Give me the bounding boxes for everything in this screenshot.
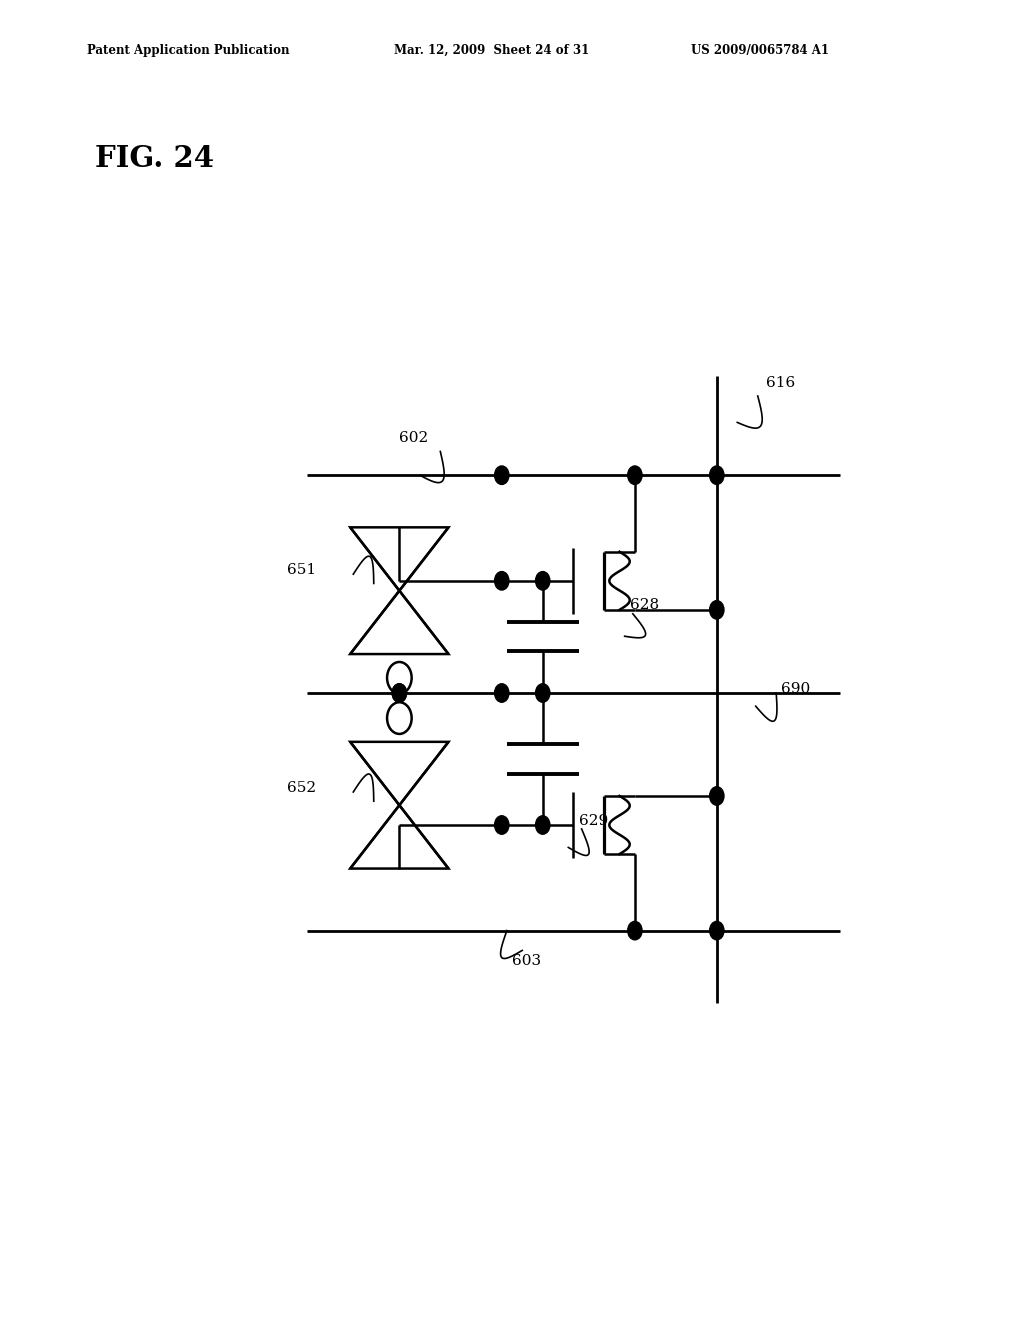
Circle shape	[710, 787, 724, 805]
Circle shape	[387, 702, 412, 734]
Circle shape	[387, 663, 412, 694]
Circle shape	[536, 816, 550, 834]
Circle shape	[628, 466, 642, 484]
Circle shape	[536, 572, 550, 590]
Text: 602: 602	[399, 432, 429, 445]
Text: 651: 651	[287, 564, 315, 577]
Circle shape	[495, 816, 509, 834]
Text: 652: 652	[287, 781, 315, 795]
Text: 628: 628	[630, 598, 658, 611]
Circle shape	[710, 921, 724, 940]
Circle shape	[710, 466, 724, 484]
Circle shape	[710, 601, 724, 619]
Text: 629: 629	[579, 814, 608, 828]
Text: 616: 616	[766, 376, 796, 389]
Circle shape	[392, 684, 407, 702]
Text: FIG. 24: FIG. 24	[95, 144, 214, 173]
Text: 603: 603	[512, 954, 541, 968]
Text: 690: 690	[781, 682, 811, 696]
Circle shape	[495, 684, 509, 702]
Circle shape	[495, 466, 509, 484]
Text: Patent Application Publication: Patent Application Publication	[87, 44, 290, 57]
Circle shape	[536, 684, 550, 702]
Circle shape	[628, 921, 642, 940]
Text: Mar. 12, 2009  Sheet 24 of 31: Mar. 12, 2009 Sheet 24 of 31	[394, 44, 590, 57]
Circle shape	[392, 684, 407, 702]
Circle shape	[495, 572, 509, 590]
Text: US 2009/0065784 A1: US 2009/0065784 A1	[691, 44, 829, 57]
